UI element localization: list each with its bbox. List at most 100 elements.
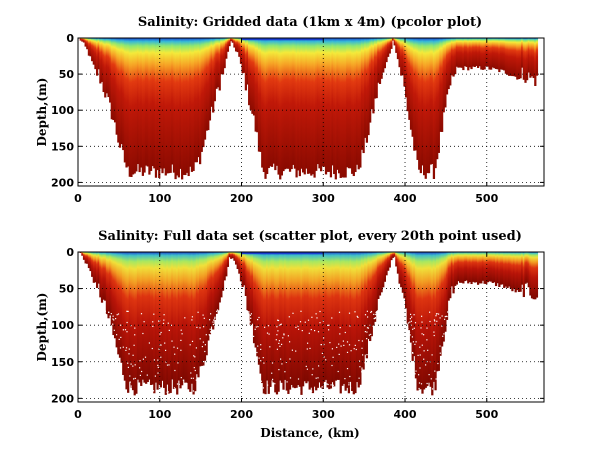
salinity-column: [161, 38, 164, 174]
salinity-column: [195, 38, 198, 163]
salinity-column: [465, 38, 468, 67]
salinity-column: [470, 252, 473, 285]
data-gap: [374, 317, 376, 319]
salinity-column: [231, 38, 234, 43]
salinity-column: [143, 252, 146, 383]
data-gap: [125, 349, 127, 351]
data-gap: [199, 338, 201, 340]
data-gap: [134, 364, 136, 366]
salinity-column: [521, 252, 524, 285]
salinity-column: [239, 38, 243, 64]
salinity-column: [444, 252, 447, 332]
data-gap: [216, 310, 218, 312]
data-gap: [300, 310, 302, 312]
data-gap: [427, 385, 429, 388]
salinity-column: [506, 38, 509, 75]
salinity-column: [156, 38, 159, 171]
data-gap: [267, 325, 270, 327]
salinity-column: [390, 38, 393, 49]
data-gap: [433, 334, 435, 337]
data-gap: [427, 349, 429, 351]
salinity-column: [529, 38, 532, 78]
data-gap: [168, 364, 170, 366]
data-gap: [406, 323, 408, 325]
data-gap: [414, 373, 416, 375]
salinity-column: [529, 252, 532, 296]
data-gap: [323, 356, 325, 358]
salinity-column: [179, 38, 182, 169]
salinity-column: [169, 38, 172, 173]
salinity-column: [261, 252, 264, 384]
y-tick-label: 50: [59, 68, 75, 81]
salinity-column: [279, 252, 282, 381]
salinity-column: [498, 252, 501, 287]
salinity-column: [305, 38, 308, 169]
data-gap: [413, 314, 415, 316]
data-gap: [307, 319, 310, 321]
data-gap: [129, 381, 131, 383]
data-gap: [272, 378, 274, 380]
data-gap: [185, 382, 187, 384]
data-gap: [426, 327, 428, 329]
salinity-column: [86, 38, 89, 50]
data-gap: [364, 362, 366, 364]
data-gap: [367, 327, 369, 329]
salinity-column: [370, 252, 373, 337]
salinity-column: [316, 38, 319, 165]
salinity-column: [423, 252, 426, 390]
salinity-column: [251, 252, 254, 324]
data-gap: [446, 315, 448, 318]
data-gap: [410, 324, 412, 326]
salinity-column: [251, 38, 254, 114]
salinity-column: [534, 252, 537, 300]
gridlines: [78, 38, 544, 186]
salinity-column: [401, 252, 404, 293]
data-gap: [441, 325, 443, 327]
salinity-column: [203, 252, 207, 361]
salinity-column: [208, 252, 212, 335]
salinity-column: [503, 38, 506, 71]
salinity-column: [480, 38, 483, 70]
data-gap: [431, 388, 434, 390]
data-gap: [253, 335, 255, 337]
salinity-column: [462, 252, 465, 284]
salinity-column: [388, 252, 391, 268]
data-gap: [429, 311, 431, 313]
salinity-column: [475, 252, 478, 283]
salinity-column: [346, 38, 349, 168]
y-axis-label: Depth,(m): [35, 78, 49, 147]
data-gap: [366, 354, 368, 356]
data-gap: [278, 342, 280, 344]
data-gap: [271, 372, 273, 374]
salinity-column: [450, 38, 454, 76]
data-gap: [415, 341, 417, 343]
salinity-column: [140, 252, 143, 386]
salinity-column: [460, 252, 463, 283]
data-gap: [431, 354, 433, 356]
salinity-column: [295, 252, 298, 388]
salinity-column: [146, 38, 149, 167]
data-gap: [370, 333, 372, 335]
data-gap: [436, 320, 438, 322]
data-gap: [132, 354, 134, 356]
data-gap: [134, 327, 136, 329]
data-gap: [143, 321, 145, 323]
salinity-column: [452, 252, 455, 294]
data-gap: [195, 379, 197, 381]
salinity-column: [326, 252, 329, 388]
salinity-column: [491, 252, 494, 283]
salinity-column: [189, 38, 192, 167]
y-tick-label: 200: [51, 392, 74, 405]
data-gap: [190, 377, 192, 379]
x-tick-label: 0: [74, 192, 82, 205]
data-gap: [444, 316, 446, 318]
salinity-column: [377, 252, 380, 299]
panel-scatter: Salinity: Full data set (scatter plot, e…: [35, 229, 545, 440]
salinity-column: [470, 38, 473, 70]
data-gap: [202, 314, 204, 316]
data-gap: [180, 349, 182, 351]
data-gap: [364, 325, 366, 327]
salinity-column: [526, 252, 529, 283]
data-gap: [174, 369, 176, 372]
salinity-column: [308, 38, 311, 174]
